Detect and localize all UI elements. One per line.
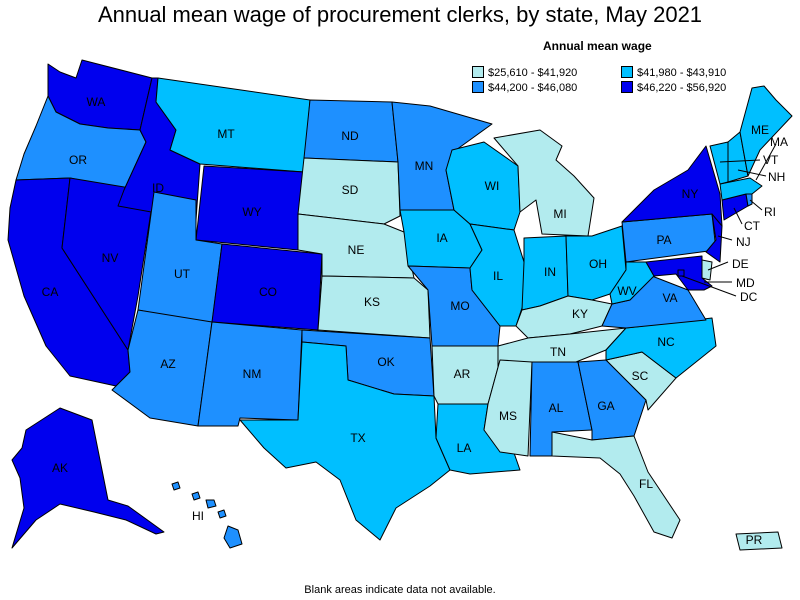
label-KY: KY bbox=[572, 307, 588, 321]
state-NJ[interactable] bbox=[705, 213, 723, 263]
label-CO: CO bbox=[259, 285, 277, 299]
label-NY: NY bbox=[682, 187, 699, 201]
label-MO: MO bbox=[450, 299, 469, 313]
label-PR: PR bbox=[746, 533, 763, 547]
state-DE[interactable] bbox=[701, 259, 713, 281]
legend-item-2: $41,980 - $43,910 bbox=[621, 66, 726, 79]
leader-RI bbox=[749, 199, 763, 211]
legend-swatch-4 bbox=[621, 81, 633, 93]
label-CT: CT bbox=[744, 219, 761, 233]
label-MD: MD bbox=[736, 276, 755, 290]
label-NJ: NJ bbox=[736, 235, 751, 249]
label-NC: NC bbox=[657, 335, 675, 349]
label-MA: MA bbox=[770, 135, 788, 149]
label-WY: WY bbox=[242, 205, 261, 219]
label-SD: SD bbox=[342, 183, 359, 197]
map-title: Annual mean wage of procurement clerks, … bbox=[97, 2, 703, 27]
label-IL: IL bbox=[493, 269, 503, 283]
label-CA: CA bbox=[42, 285, 59, 299]
label-WI: WI bbox=[485, 179, 500, 193]
leader-MA bbox=[755, 143, 777, 181]
label-PA: PA bbox=[656, 233, 671, 247]
state-HI-4[interactable] bbox=[217, 509, 227, 519]
label-MI: MI bbox=[553, 207, 566, 221]
label-DC: DC bbox=[740, 290, 758, 304]
label-GA: GA bbox=[597, 399, 614, 413]
legend-label-2: $41,980 - $43,910 bbox=[637, 67, 727, 79]
legend-label-1: $25,610 - $41,920 bbox=[488, 67, 578, 79]
state-IL[interactable] bbox=[469, 223, 525, 327]
label-NM: NM bbox=[243, 367, 262, 381]
label-VA: VA bbox=[662, 291, 677, 305]
state-PR[interactable] bbox=[735, 531, 783, 551]
label-AZ: AZ bbox=[160, 357, 175, 371]
label-AR: AR bbox=[454, 367, 471, 381]
label-MS: MS bbox=[499, 409, 517, 423]
state-HI-1[interactable] bbox=[171, 481, 181, 491]
state-SD[interactable] bbox=[297, 157, 401, 225]
label-OH: OH bbox=[589, 257, 607, 271]
label-MT: MT bbox=[217, 127, 235, 141]
label-LA: LA bbox=[457, 441, 472, 455]
label-RI: RI bbox=[764, 205, 776, 219]
leader-CT bbox=[733, 207, 743, 225]
label-ME: ME bbox=[751, 123, 769, 137]
label-ND: ND bbox=[341, 129, 359, 143]
state-TX[interactable] bbox=[239, 341, 451, 541]
leader-VT bbox=[719, 159, 761, 163]
label-OK: OK bbox=[377, 355, 394, 369]
label-SC: SC bbox=[632, 369, 649, 383]
legend-swatch-2 bbox=[621, 66, 633, 78]
footnote: Blank areas indicate data not available. bbox=[304, 584, 496, 596]
leader-NJ bbox=[717, 235, 733, 241]
legend-title: Annual mean wage bbox=[543, 39, 652, 53]
label-TX: TX bbox=[350, 431, 365, 445]
label-VT: VT bbox=[763, 153, 779, 167]
leader-DC bbox=[681, 275, 737, 297]
state-HI-3[interactable] bbox=[205, 499, 217, 509]
label-AK: AK bbox=[52, 461, 68, 475]
legend-label-3: $44,200 - $46,080 bbox=[488, 82, 578, 94]
label-AL: AL bbox=[549, 401, 564, 415]
legend-item-4: $46,220 - $56,920 bbox=[621, 81, 726, 94]
label-MN: MN bbox=[415, 159, 434, 173]
state-HI-2[interactable] bbox=[191, 491, 201, 501]
label-IN: IN bbox=[544, 265, 556, 279]
leader-DE bbox=[707, 261, 729, 271]
label-HI: HI bbox=[192, 509, 204, 523]
label-WV: WV bbox=[617, 284, 636, 298]
state-DC[interactable] bbox=[677, 269, 685, 277]
label-UT: UT bbox=[174, 267, 191, 281]
legend-swatch-3 bbox=[472, 81, 484, 93]
state-MA[interactable] bbox=[719, 177, 763, 201]
label-KS: KS bbox=[364, 295, 380, 309]
leader-NH bbox=[737, 169, 767, 177]
label-IA: IA bbox=[436, 231, 447, 245]
legend-item-3: $44,200 - $46,080 bbox=[472, 81, 577, 94]
label-OR: OR bbox=[69, 153, 87, 167]
label-NH: NH bbox=[768, 170, 785, 184]
state-HI-5[interactable] bbox=[223, 525, 243, 549]
legend-item-1: $25,610 - $41,920 bbox=[472, 66, 577, 79]
state-KS[interactable] bbox=[317, 275, 431, 339]
label-TN: TN bbox=[550, 345, 566, 359]
legend-label-4: $46,220 - $56,920 bbox=[637, 82, 727, 94]
legend-swatch-1 bbox=[472, 66, 484, 78]
state-MI[interactable] bbox=[493, 129, 595, 237]
state-AK[interactable] bbox=[11, 407, 165, 549]
label-FL: FL bbox=[639, 477, 653, 491]
label-DE: DE bbox=[732, 257, 749, 271]
label-NE: NE bbox=[348, 243, 365, 257]
label-NV: NV bbox=[102, 251, 119, 265]
label-ID: ID bbox=[152, 181, 164, 195]
state-FL[interactable] bbox=[551, 431, 681, 539]
label-WA: WA bbox=[87, 95, 106, 109]
state-ME[interactable] bbox=[739, 85, 793, 177]
